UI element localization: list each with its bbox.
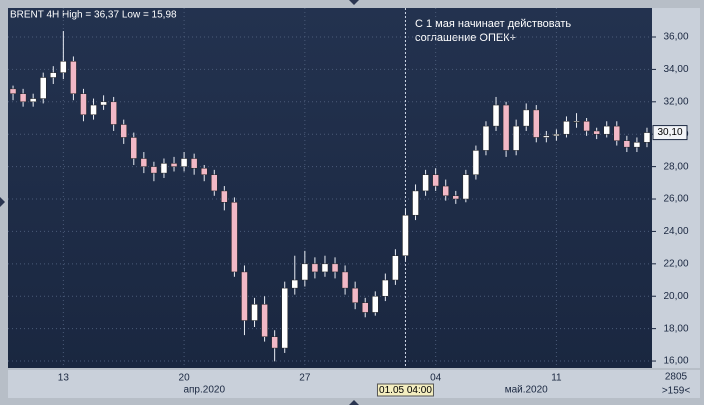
y-tick-label: 36,00 (663, 32, 688, 43)
candle-body (633, 142, 641, 148)
candle-body (120, 124, 127, 138)
candle-body (361, 302, 369, 313)
bottom-arrow[interactable] (349, 400, 359, 405)
candle-body (502, 104, 510, 151)
candle-body (180, 158, 188, 167)
crosshair-box (376, 383, 434, 397)
candle-body (432, 174, 439, 187)
candle-body (492, 104, 500, 127)
candle-body (543, 135, 550, 138)
x-tick-label: 27 (299, 373, 311, 384)
crosshair-label: 01.05 04:00 (379, 385, 432, 396)
candle-body (452, 195, 460, 200)
top-arrow[interactable] (349, 0, 359, 5)
x-tick-label: 13 (58, 373, 70, 384)
x-tick-label: 20 (179, 373, 191, 384)
y-tick-label: 32,00 (663, 96, 688, 107)
last-price-label: 30,10 (657, 127, 682, 138)
candle-body (351, 287, 359, 303)
candle-body (39, 77, 47, 99)
left-arrow[interactable] (0, 197, 5, 207)
x-axis-panel (8, 370, 652, 398)
month-label: май.2020 (505, 385, 548, 396)
candle-body (200, 167, 208, 175)
candle-body (583, 120, 590, 132)
month-label: апр.2020 (183, 385, 225, 396)
candle-body (19, 93, 27, 103)
candle-body (241, 271, 248, 321)
y-axis-panel (652, 8, 700, 368)
y-tick-label: 18,00 (663, 323, 688, 334)
candle-body (281, 287, 288, 349)
candle-body (402, 214, 409, 256)
corner-panel (652, 370, 700, 398)
y-tick-label: 20,00 (663, 291, 688, 302)
candle-body (130, 137, 138, 159)
candle-body (140, 158, 148, 167)
candle-body (442, 185, 449, 197)
candle-body (271, 336, 278, 349)
candle-body (533, 109, 540, 138)
candle-body (512, 125, 520, 151)
candle-body (573, 120, 580, 123)
candle-body (482, 125, 490, 151)
y-tick-label: 28,00 (663, 161, 688, 172)
x-tick-label: 11 (551, 373, 562, 384)
candle-body (372, 295, 379, 313)
annotation: соглашение ОПЕК+ (415, 32, 516, 44)
y-tick-label: 16,00 (663, 356, 688, 367)
candle-body (60, 61, 67, 73)
candle-body (231, 202, 238, 273)
candle-body (100, 101, 107, 106)
candle-body (190, 158, 198, 169)
x-tick-label: 04 (430, 373, 442, 384)
candle-body (80, 93, 87, 116)
plot-area (8, 8, 652, 368)
last-price-box (652, 125, 688, 141)
candle-body (291, 279, 299, 289)
candle-body (603, 125, 610, 135)
candle-body (462, 174, 470, 200)
candle-body (643, 132, 651, 143)
candle-body (50, 72, 57, 78)
candle-body (341, 271, 349, 289)
candle-body (311, 263, 319, 273)
candle-body (472, 150, 480, 175)
candle-body (251, 304, 258, 321)
candle-body (90, 104, 97, 116)
candle-body (331, 263, 339, 273)
candle-body (392, 255, 399, 281)
candle-body (211, 174, 218, 192)
y-tick-label: 24,00 (663, 226, 688, 237)
candle-body (412, 190, 419, 216)
candle-body (261, 304, 268, 337)
candle-body (110, 101, 117, 125)
candle-body (150, 166, 158, 174)
candle-body (563, 120, 570, 135)
chart-title: BRENT 4H High = 36,37 Low = 15,98 (10, 10, 177, 21)
y-tick-label: 34,00 (663, 64, 688, 75)
candle-body (553, 133, 560, 137)
candle-body (623, 140, 631, 148)
candle-body (170, 163, 178, 167)
candle-body (160, 163, 168, 174)
candle-body (522, 109, 530, 127)
candle-body (301, 263, 309, 281)
y-tick-label: 26,00 (663, 194, 688, 205)
candle-body (593, 130, 600, 135)
candle-body (613, 125, 621, 141)
corner-label: 2805 (665, 372, 688, 383)
corner-label: >159< (662, 386, 691, 397)
candle-body (382, 279, 389, 297)
candle-body (70, 61, 77, 94)
annotation: С 1 мая начинает действовать (415, 18, 571, 30)
candle-body (422, 174, 429, 192)
y-tick-label: 22,00 (663, 258, 688, 269)
candle-body (221, 190, 228, 203)
candle-body (9, 88, 17, 94)
candle-body (321, 263, 329, 273)
candle-body (29, 98, 37, 103)
